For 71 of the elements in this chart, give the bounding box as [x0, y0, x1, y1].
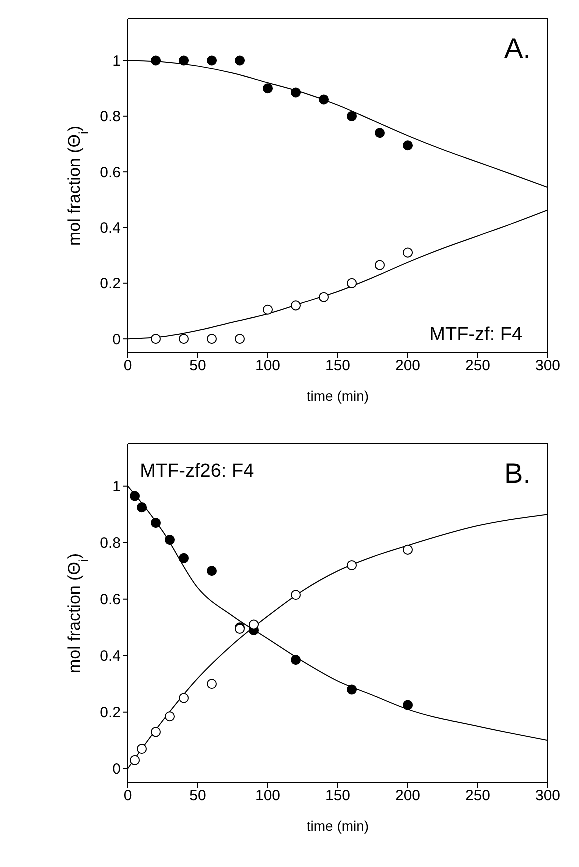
- point: [290, 655, 302, 666]
- point: [262, 304, 274, 315]
- point: [346, 560, 358, 570]
- x-tick-label: 300: [535, 788, 561, 805]
- y-tick-label: 0.6: [100, 592, 121, 609]
- x-axis-title: time (min): [306, 818, 370, 834]
- point: [318, 292, 330, 302]
- point: [402, 140, 414, 151]
- point: [206, 679, 218, 690]
- point: [402, 248, 414, 258]
- x-tick-label: 50: [190, 788, 206, 805]
- point: [178, 553, 190, 564]
- point: [206, 56, 218, 66]
- y-tick-label: 0.4: [100, 648, 121, 666]
- y-tick-label: 0.8: [100, 108, 121, 126]
- x-tick-label: 200: [395, 788, 421, 805]
- x-tick-label: 100: [255, 358, 281, 375]
- annotation: MTF-zf: F4: [430, 324, 523, 346]
- point: [136, 502, 148, 513]
- point: [290, 88, 302, 98]
- point: [150, 56, 162, 66]
- point: [290, 590, 302, 600]
- x-tick-label: 150: [325, 358, 351, 375]
- text: B.: [504, 458, 531, 489]
- point: [178, 693, 190, 704]
- y-tick-label: 0.2: [100, 276, 121, 293]
- x-tick-label: 50: [190, 358, 206, 375]
- y-tick-label: 0: [112, 761, 121, 778]
- point: [150, 518, 162, 528]
- point: [402, 544, 414, 555]
- point: [374, 260, 386, 270]
- point: [318, 94, 330, 105]
- point: [178, 334, 190, 344]
- x-tick-label: 0: [124, 358, 132, 375]
- point: [164, 535, 176, 546]
- point: [234, 334, 246, 344]
- x-tick-label: 0: [124, 788, 132, 805]
- annotation: MTF-zf26: F4: [140, 461, 255, 482]
- x-tick-label: 100: [255, 788, 281, 805]
- point: [290, 300, 302, 311]
- point: [346, 278, 358, 288]
- point: [374, 128, 386, 138]
- point: [402, 700, 414, 710]
- point: [130, 755, 140, 766]
- y-tick-label: 0.2: [100, 704, 121, 722]
- point: [248, 620, 260, 630]
- point: [130, 491, 140, 502]
- y-tick-label: 0.4: [100, 220, 121, 238]
- point: [164, 712, 176, 722]
- y-tick-label: 1: [112, 53, 121, 70]
- x-tick-label: 150: [325, 788, 351, 805]
- y-tick-label: 0.6: [100, 164, 121, 182]
- text: A.: [504, 33, 531, 64]
- point: [206, 566, 218, 576]
- y-tick-label: 1: [112, 478, 121, 496]
- point: [150, 334, 162, 344]
- x-tick-label: 250: [465, 358, 491, 375]
- point: [234, 56, 246, 66]
- x-tick-label: 300: [535, 358, 561, 375]
- x-tick-label: 250: [465, 788, 491, 805]
- point: [346, 111, 358, 122]
- point: [346, 684, 358, 695]
- y-tick-label: 0: [112, 331, 121, 348]
- point: [206, 334, 218, 344]
- x-tick-label: 200: [395, 358, 421, 375]
- point: [262, 84, 274, 94]
- point: [150, 727, 162, 738]
- y-tick-label: 0.8: [100, 535, 121, 552]
- point: [136, 744, 148, 754]
- x-axis-title: time (min): [306, 388, 370, 404]
- point: [178, 56, 190, 66]
